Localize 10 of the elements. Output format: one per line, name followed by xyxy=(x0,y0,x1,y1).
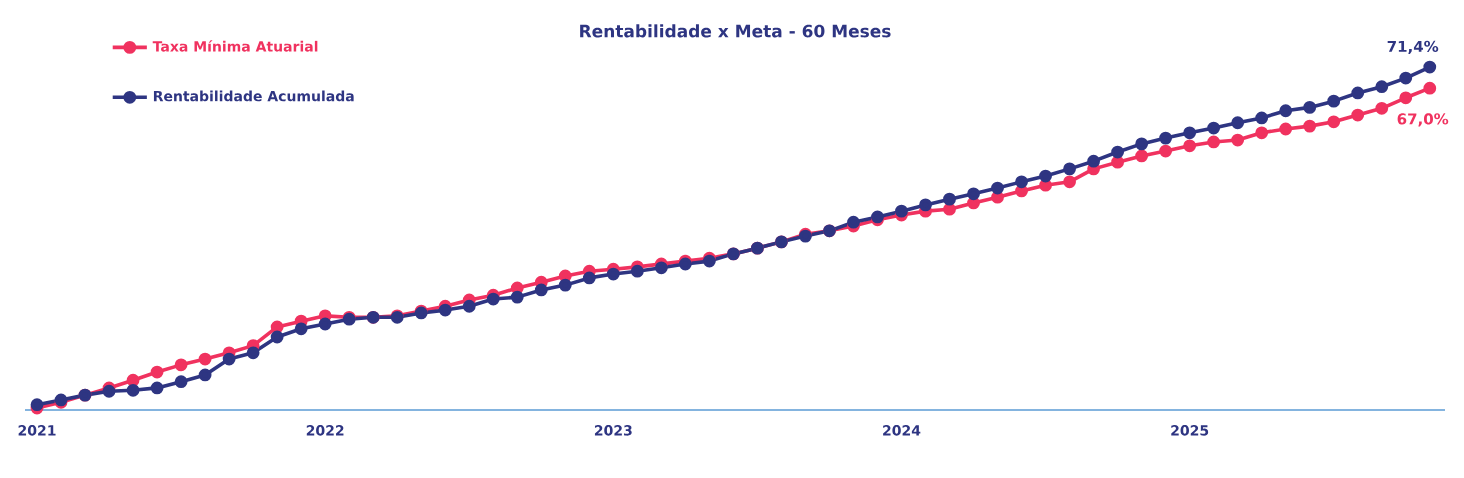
data-label: 71,4% xyxy=(1387,40,1439,54)
legend-label: Rentabilidade Acumulada xyxy=(153,90,354,102)
data-label: 67,0% xyxy=(1397,113,1449,127)
x-tick-label: 2025 xyxy=(1171,425,1209,436)
chart-title: Rentabilidade x Meta - 60 Meses xyxy=(580,24,891,38)
x-tick-label: 2023 xyxy=(594,425,632,436)
x-tick-label: 2021 xyxy=(18,425,56,436)
x-tick-label: 2024 xyxy=(883,425,921,436)
legend-label: Taxa Mínima Atuarial xyxy=(152,40,318,52)
x-tick-label: 2022 xyxy=(306,425,344,436)
